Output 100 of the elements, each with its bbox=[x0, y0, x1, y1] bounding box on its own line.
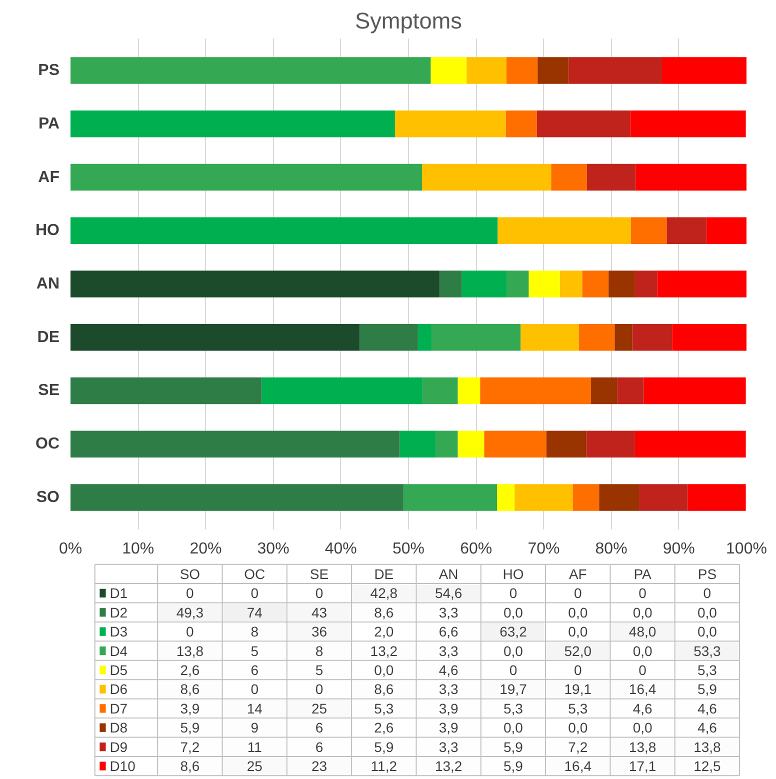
data-label: 2,6 bbox=[374, 720, 394, 736]
bar bbox=[688, 484, 746, 511]
data-label: 16,4 bbox=[564, 758, 592, 774]
data-label: 25 bbox=[311, 700, 328, 716]
legend-label: D7 bbox=[110, 700, 128, 716]
data-label: 0,0 bbox=[697, 624, 718, 640]
legend-label: D9 bbox=[110, 738, 128, 755]
data-label: 54,6 bbox=[434, 585, 462, 602]
legend-label: D5 bbox=[110, 662, 128, 678]
legend-label: D10 bbox=[110, 758, 136, 774]
data-label: 6 bbox=[315, 738, 324, 755]
data-label: 8,6 bbox=[374, 681, 394, 698]
x-tick-label: 70% bbox=[528, 540, 560, 558]
x-tick-label: 40% bbox=[324, 540, 357, 558]
data-label: 13,2 bbox=[370, 642, 398, 659]
data-label: 5,9 bbox=[374, 738, 394, 755]
bar bbox=[639, 484, 688, 511]
data-label: 6 bbox=[315, 720, 324, 736]
bar bbox=[506, 110, 537, 138]
y-tick-label: PA bbox=[38, 115, 60, 132]
legend-label: D1 bbox=[110, 585, 128, 602]
data-label: 0,0 bbox=[697, 604, 718, 620]
bar bbox=[458, 377, 480, 404]
data-label: 0,0 bbox=[568, 624, 588, 640]
data-label: 6 bbox=[250, 662, 259, 678]
data-label: 3,9 bbox=[438, 700, 459, 716]
data-label: 0,0 bbox=[504, 604, 524, 620]
bar bbox=[498, 217, 631, 244]
bar bbox=[70, 217, 498, 244]
data-label: 5 bbox=[250, 642, 259, 659]
x-tick-label: PS bbox=[698, 566, 717, 582]
data-label: 0 bbox=[574, 585, 582, 602]
x-tick-label: AN bbox=[438, 566, 458, 582]
bar bbox=[614, 324, 632, 351]
data-label: 8 bbox=[250, 624, 259, 640]
legend-label: D3 bbox=[110, 624, 128, 640]
bar bbox=[70, 377, 262, 404]
bar bbox=[578, 324, 615, 351]
bar bbox=[572, 484, 600, 511]
data-label: 13,8 bbox=[176, 642, 204, 659]
bar bbox=[404, 484, 498, 511]
x-tick-label: SO bbox=[180, 566, 200, 582]
data-label: 36 bbox=[311, 624, 328, 640]
bar bbox=[360, 324, 418, 351]
data-label: 9 bbox=[250, 720, 259, 736]
data-label: 8 bbox=[315, 642, 324, 659]
bar bbox=[431, 324, 521, 351]
data-label: 5,3 bbox=[374, 700, 394, 716]
y-tick-label: SE bbox=[38, 382, 60, 400]
bar bbox=[484, 430, 546, 458]
bar bbox=[70, 430, 400, 458]
bar bbox=[400, 430, 436, 458]
x-tick-label: 80% bbox=[595, 540, 628, 558]
x-tick-label: 0% bbox=[58, 540, 82, 558]
data-label: 5,9 bbox=[504, 758, 524, 774]
bar bbox=[551, 164, 587, 191]
data-label: 13,2 bbox=[434, 758, 462, 774]
data-label: 5,9 bbox=[697, 681, 718, 698]
data-label: 5,3 bbox=[697, 662, 718, 678]
data-label: 52,0 bbox=[564, 642, 592, 659]
data-label: 17,1 bbox=[628, 758, 656, 774]
bar bbox=[586, 430, 635, 458]
bar bbox=[636, 164, 746, 191]
data-label: 4,6 bbox=[697, 700, 718, 716]
data-label: 0 bbox=[638, 662, 647, 678]
data-label: 8,6 bbox=[374, 604, 394, 620]
bar bbox=[538, 57, 569, 84]
bar bbox=[394, 110, 506, 138]
bar bbox=[422, 377, 458, 404]
x-tick-label: 30% bbox=[257, 540, 290, 558]
x-tick-label: HO bbox=[502, 566, 524, 582]
x-tick-label: 10% bbox=[122, 540, 154, 558]
data-label: 0,0 bbox=[568, 604, 588, 620]
data-label: 48,0 bbox=[628, 624, 656, 640]
data-label: 23 bbox=[311, 758, 328, 774]
bar bbox=[436, 430, 458, 458]
data-label: 8,6 bbox=[180, 681, 200, 698]
data-label: 0,0 bbox=[504, 720, 524, 736]
legend-label: D8 bbox=[110, 720, 128, 736]
data-label: 0,0 bbox=[568, 720, 588, 736]
data-label: 43 bbox=[311, 604, 328, 620]
x-tick-label: AF bbox=[568, 566, 587, 582]
bar bbox=[634, 270, 658, 298]
bar bbox=[440, 270, 462, 298]
legend-label: D2 bbox=[110, 604, 128, 620]
y-tick-label: AF bbox=[38, 168, 60, 186]
bar bbox=[706, 217, 746, 244]
y-tick-label: PS bbox=[38, 62, 60, 80]
data-label: 7,2 bbox=[180, 738, 200, 755]
data-label: 8,6 bbox=[180, 758, 200, 774]
data-label: 0 bbox=[574, 662, 582, 678]
bar bbox=[528, 270, 560, 298]
data-label: 3,3 bbox=[438, 738, 459, 755]
data-label: 11 bbox=[247, 738, 262, 755]
data-label: 0 bbox=[509, 585, 518, 602]
x-tick-label: 60% bbox=[460, 540, 492, 558]
data-label: 0,0 bbox=[632, 720, 652, 736]
bar bbox=[462, 270, 507, 298]
y-tick-label: AN bbox=[36, 276, 60, 292]
bar bbox=[617, 377, 644, 404]
